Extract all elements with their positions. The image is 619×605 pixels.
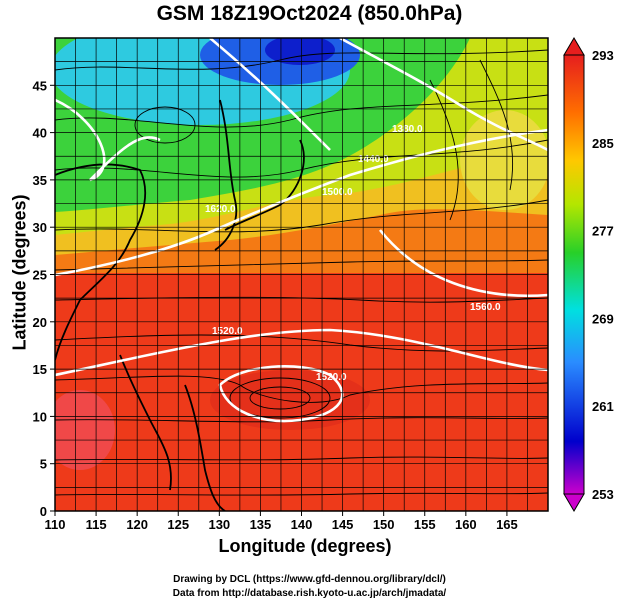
contour-labels: 1380.0 1440.0 1500.0 1520.0 1520.0 1560.… xyxy=(205,124,501,383)
x-tick: 120 xyxy=(126,511,148,532)
y-tick-label: 0 xyxy=(40,504,47,519)
x-tick-label: 125 xyxy=(167,517,189,532)
y-tick: 25 xyxy=(33,268,55,283)
x-tick: 130 xyxy=(208,511,230,532)
y-tick: 40 xyxy=(33,126,55,141)
y-tick: 10 xyxy=(33,409,55,424)
colorbar-tick-label: 285 xyxy=(592,136,614,151)
y-tick-label: 40 xyxy=(33,126,47,141)
colorbar-extend-min xyxy=(563,493,585,512)
x-tick: 110 xyxy=(45,511,66,532)
colorbar-tick-label: 261 xyxy=(592,399,614,414)
gridlines xyxy=(54,37,549,512)
contour-label: 1380.0 xyxy=(392,124,423,135)
colorbar-tick-label: 269 xyxy=(592,311,614,326)
y-tick: 5 xyxy=(40,457,55,472)
x-tick-label: 140 xyxy=(291,517,313,532)
drawing-credit: Drawing by DCL (https://www.gfd-dennou.o… xyxy=(173,574,446,585)
coastlines xyxy=(55,99,305,511)
x-tick: 155 xyxy=(414,511,436,532)
contour-label: 1440.0 xyxy=(358,154,389,165)
contour-label: 1500.0 xyxy=(322,187,353,198)
contour-label: 1560.0 xyxy=(470,302,501,313)
x-tick-label: 165 xyxy=(496,517,518,532)
x-tick: 125 xyxy=(167,511,189,532)
x-axis: 110 115 120 125 130 135 140 145 150 155 160 165 xyxy=(45,511,518,532)
y-tick-label: 10 xyxy=(33,409,47,424)
contour-label: 1620.0 xyxy=(205,204,236,215)
y-tick-label: 45 xyxy=(33,78,47,93)
colorbar: 293 285 277 269 261 253 xyxy=(563,37,614,512)
y-tick-label: 15 xyxy=(33,362,47,377)
x-tick: 115 xyxy=(86,511,107,532)
x-tick: 160 xyxy=(455,511,477,532)
y-tick: 15 xyxy=(33,362,55,377)
x-tick-label: 145 xyxy=(332,517,354,532)
x-tick-label: 120 xyxy=(126,517,148,532)
x-axis-label: Longitude (degrees) xyxy=(218,536,392,556)
x-tick-label: 160 xyxy=(455,517,477,532)
x-tick-label: 110 xyxy=(45,517,66,532)
x-tick: 165 xyxy=(496,511,518,532)
y-tick-label: 5 xyxy=(40,457,47,472)
y-tick-label: 30 xyxy=(33,220,47,235)
colorbar-bar xyxy=(563,54,585,495)
contour-label: 1520.0 xyxy=(212,326,243,337)
y-tick: 35 xyxy=(33,173,55,188)
y-tick: 30 xyxy=(33,220,55,235)
y-tick: 0 xyxy=(40,504,55,519)
y-tick-label: 20 xyxy=(33,315,47,330)
y-tick-label: 35 xyxy=(33,173,47,188)
x-tick: 150 xyxy=(373,511,395,532)
contour-label: 1520.0 xyxy=(316,372,347,383)
x-tick-label: 130 xyxy=(208,517,230,532)
x-tick-label: 155 xyxy=(414,517,436,532)
x-tick: 140 xyxy=(291,511,313,532)
x-tick-label: 135 xyxy=(250,517,272,532)
y-tick-label: 25 xyxy=(33,268,47,283)
data-credit: Data from http://database.rish.kyoto-u.a… xyxy=(172,588,447,599)
y-tick: 20 xyxy=(33,315,55,330)
y-tick: 45 xyxy=(33,78,55,93)
x-tick-label: 150 xyxy=(373,517,395,532)
colorbar-tick-label: 293 xyxy=(592,48,614,63)
x-tick: 135 xyxy=(250,511,272,532)
colorbar-tick-label: 277 xyxy=(592,224,614,239)
colorbar-extend-max xyxy=(563,37,585,56)
colorbar-tick-label: 253 xyxy=(592,487,614,502)
chart-title: GSM 18Z19Oct2024 (850.0hPa) xyxy=(156,2,463,25)
height-contours xyxy=(55,38,548,423)
y-axis-label: Latitude (degrees) xyxy=(9,194,30,351)
x-tick: 145 xyxy=(332,511,354,532)
y-axis: 0 5 10 15 20 25 30 35 40 45 xyxy=(33,78,55,519)
x-tick-label: 115 xyxy=(86,517,107,532)
